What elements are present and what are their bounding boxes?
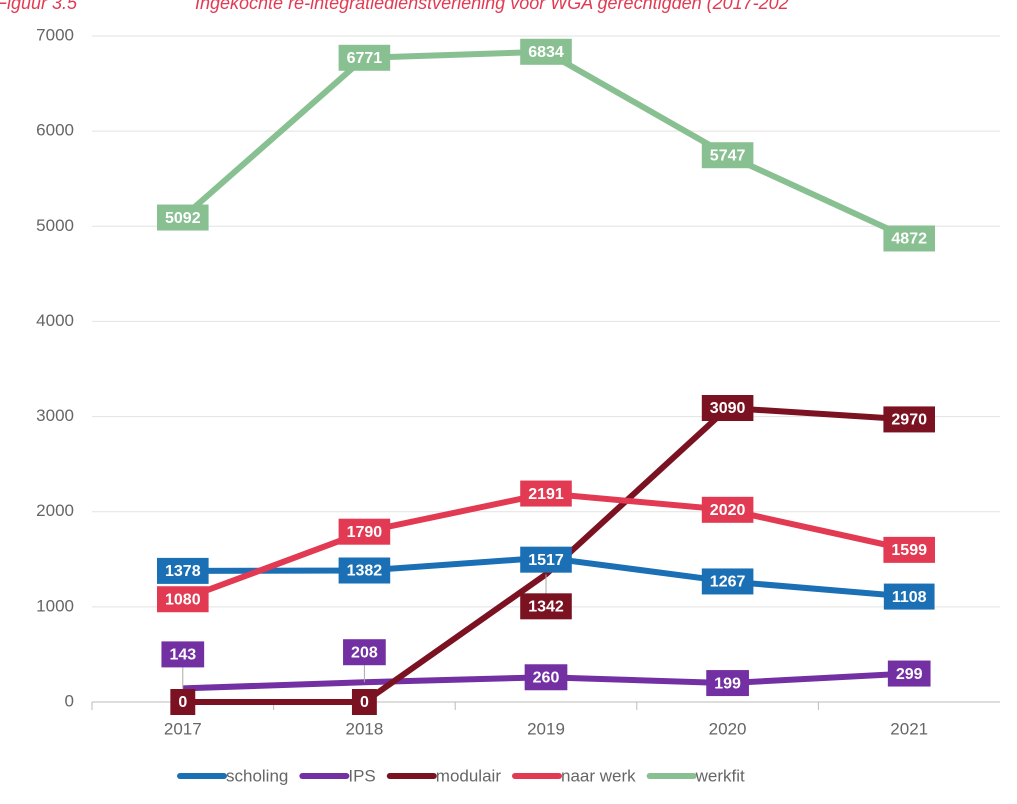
data-label: 1517	[520, 546, 572, 573]
legend-label: IPS	[348, 766, 375, 785]
label-box	[701, 496, 754, 523]
series-line	[182, 405, 910, 705]
y-tick-label: 6000	[36, 121, 74, 140]
data-label: 208	[343, 639, 386, 683]
label-box	[338, 44, 391, 71]
x-tick-label: 2019	[527, 719, 565, 738]
data-label: 1108	[883, 583, 935, 610]
data-label-text: 199	[714, 675, 741, 692]
data-label: 260	[524, 664, 568, 691]
data-label-text: 1080	[165, 591, 201, 608]
y-tick-label: 0	[65, 691, 74, 710]
y-tick-label: 1000	[36, 596, 74, 615]
data-label: 2020	[701, 496, 754, 523]
series-line	[180, 48, 911, 242]
data-label: 2191	[520, 480, 572, 507]
label-box	[338, 518, 391, 545]
label-box	[343, 639, 386, 666]
data-label: 1342	[520, 574, 572, 620]
label-box	[170, 689, 196, 715]
label-box	[883, 583, 935, 610]
data-label: 2970	[883, 406, 935, 433]
legend-label: scholing	[226, 766, 288, 785]
data-label: 1599	[883, 536, 935, 563]
data-label-text: 260	[533, 669, 560, 686]
data-label: 5092	[157, 204, 209, 231]
label-box	[524, 664, 568, 691]
data-label-text: 1517	[528, 552, 564, 569]
x-tick-label: 2017	[164, 719, 202, 738]
data-label-text: 3090	[710, 400, 746, 417]
data-label: 5747	[701, 142, 754, 169]
data-label-text: 299	[896, 666, 923, 683]
y-tick-label: 3000	[36, 406, 74, 425]
label-box	[338, 557, 391, 584]
label-box	[520, 38, 572, 65]
label-box	[157, 204, 209, 231]
data-label-text: 6834	[528, 44, 564, 61]
data-label: 1378	[157, 557, 209, 584]
label-box	[520, 480, 572, 507]
data-label-text: 1342	[528, 599, 564, 616]
data-label-text: 6771	[347, 50, 383, 67]
data-label: 3090	[701, 395, 754, 422]
data-label: 4872	[883, 225, 935, 252]
data-label-text: 1378	[165, 563, 201, 580]
data-label: 199	[706, 670, 749, 697]
legend-label: modulair	[436, 766, 502, 785]
x-tick-label: 2021	[890, 719, 928, 738]
chart-title: Ingekochte re-integratiedienstverlening …	[195, 0, 789, 13]
legend-label: werkfit	[695, 766, 745, 785]
y-tick-label: 5000	[36, 216, 74, 235]
label-box	[883, 406, 935, 433]
label-box	[883, 536, 935, 563]
y-tick-label: 2000	[36, 501, 74, 520]
label-box	[701, 568, 754, 595]
label-box	[157, 557, 209, 584]
data-label-text: 2970	[891, 412, 927, 429]
data-label: 1790	[338, 518, 391, 545]
data-label-text: 4872	[891, 231, 927, 248]
label-box	[351, 689, 377, 715]
data-label: 1080	[157, 586, 209, 613]
data-label-text: 1599	[891, 542, 927, 559]
figure-label: Figuur 3.5	[0, 0, 78, 13]
label-box	[157, 586, 209, 613]
label-box	[701, 395, 754, 422]
data-label: 0	[170, 689, 196, 715]
data-label-text: 0	[178, 694, 187, 711]
data-label: 0	[351, 689, 377, 715]
data-label: 6834	[520, 38, 572, 65]
label-box	[161, 641, 205, 668]
legend-label: naar werk	[561, 766, 636, 785]
label-box	[520, 546, 572, 573]
data-label-text: 5092	[165, 210, 201, 227]
data-label-text: 5747	[710, 147, 746, 164]
data-label-text: 1790	[347, 524, 383, 541]
data-label-text: 2020	[710, 502, 746, 519]
x-tick-label: 2018	[345, 719, 383, 738]
data-label: 1382	[338, 557, 391, 584]
data-label-text: 0	[360, 694, 369, 711]
y-tick-label: 4000	[36, 311, 74, 330]
label-box	[701, 142, 754, 169]
data-label: 299	[887, 660, 931, 687]
data-label-text: 1267	[710, 574, 746, 591]
data-label-text: 143	[169, 647, 196, 664]
data-label-text: 1108	[892, 589, 927, 606]
data-label-text: 208	[351, 644, 378, 661]
y-tick-label: 7000	[36, 25, 74, 44]
data-label: 6771	[338, 44, 391, 71]
label-box	[520, 593, 572, 620]
label-box	[887, 660, 931, 687]
data-label-text: 1382	[347, 563, 383, 580]
x-tick-label: 2020	[709, 719, 747, 738]
data-label: 143	[161, 641, 205, 689]
label-box	[883, 225, 935, 252]
data-label-text: 2191	[528, 486, 564, 503]
data-label: 1267	[701, 568, 754, 595]
label-box	[706, 670, 749, 697]
